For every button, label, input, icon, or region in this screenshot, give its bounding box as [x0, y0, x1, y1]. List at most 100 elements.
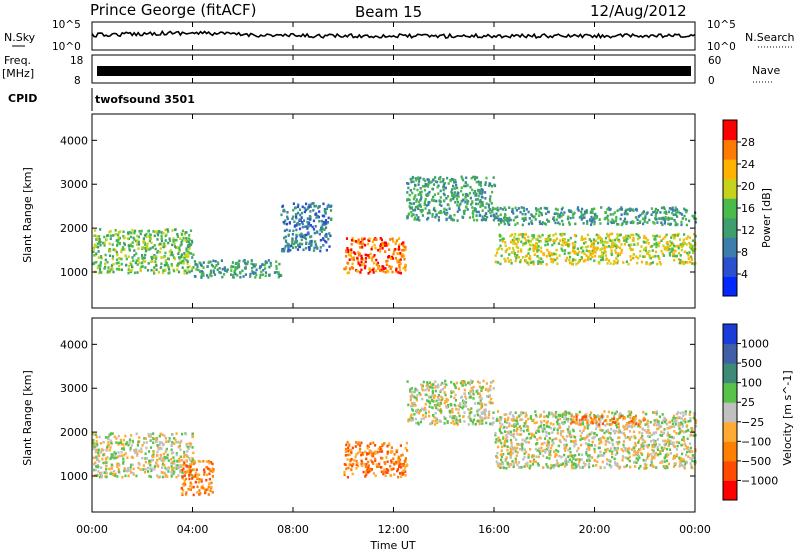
echo-cell — [451, 415, 454, 418]
nave-label: Nave — [752, 64, 780, 77]
echo-cell — [690, 247, 693, 250]
echo-cell — [590, 207, 594, 211]
echo-cell — [146, 245, 149, 249]
echo-cell — [468, 412, 471, 415]
beam-title: Beam 15 — [355, 3, 422, 21]
colorbar-swatch — [723, 480, 737, 501]
echo-cell — [288, 221, 291, 224]
echo-cell — [601, 422, 604, 426]
echo-cell — [649, 245, 652, 249]
echo-cell — [484, 413, 487, 417]
echo-cell — [99, 442, 102, 445]
echo-cell — [659, 211, 662, 214]
echo-cell — [318, 232, 321, 236]
echo-cell — [680, 261, 683, 265]
echo-cell — [526, 436, 529, 440]
echo-cell — [288, 229, 291, 232]
echo-cell — [421, 397, 424, 401]
echo-cell — [480, 218, 483, 222]
echo-cell — [674, 206, 677, 209]
echo-cell — [187, 269, 190, 272]
echo-cell — [367, 242, 370, 246]
echo-cell — [522, 243, 525, 247]
echo-cell — [573, 440, 576, 443]
echo-cell — [443, 386, 446, 389]
colorbar-tick-label: 500 — [741, 357, 762, 370]
echo-cell — [476, 413, 480, 417]
echo-cell — [307, 225, 310, 228]
echo-cell — [183, 252, 186, 255]
echo-cell — [471, 422, 474, 426]
echo-cell — [123, 243, 126, 246]
echo-cell — [555, 212, 558, 215]
echo-cell — [661, 223, 664, 227]
echo-cell — [278, 274, 281, 278]
echo-cell — [676, 444, 679, 448]
echo-cell — [469, 185, 472, 189]
echo-cell — [122, 234, 125, 238]
echo-cell — [527, 222, 531, 226]
echo-cell — [206, 274, 209, 277]
echo-cell — [694, 449, 697, 453]
echo-cell — [590, 223, 593, 227]
echo-cell — [520, 250, 523, 253]
echo-cell — [550, 252, 553, 255]
echo-cell — [616, 449, 619, 453]
echo-cell — [122, 230, 125, 233]
echo-cell — [404, 268, 407, 272]
echo-cell — [360, 242, 363, 246]
echo-cell — [114, 249, 117, 252]
echo-cell — [366, 446, 369, 450]
echo-cell — [630, 248, 633, 252]
echo-cell — [404, 263, 407, 267]
echo-cell — [93, 261, 96, 265]
echo-cell — [473, 190, 477, 193]
echo-cell — [139, 468, 142, 471]
echo-cell — [286, 217, 289, 221]
echo-cell — [185, 253, 188, 257]
echo-cell — [568, 261, 572, 265]
echo-cell — [588, 238, 591, 241]
echo-cell — [321, 214, 324, 218]
echo-cell — [691, 454, 694, 457]
echo-cell — [412, 390, 415, 394]
echo-cell — [105, 448, 108, 452]
echo-cell — [680, 223, 683, 227]
echo-cell — [183, 461, 186, 465]
echo-cell — [434, 386, 437, 389]
echo-cell — [306, 207, 309, 211]
echo-cell — [469, 389, 472, 393]
echo-cell — [579, 434, 582, 438]
echo-cell — [610, 245, 614, 248]
echo-cell — [419, 393, 422, 397]
echo-cell — [598, 423, 601, 426]
echo-cell — [570, 455, 573, 458]
echo-cell — [232, 265, 235, 269]
echo-cell — [364, 465, 367, 469]
echo-cell — [634, 441, 637, 445]
noise-trace — [91, 29, 696, 40]
echo-cell — [525, 420, 528, 423]
echo-cell — [205, 460, 209, 463]
echo-cell — [616, 442, 620, 446]
echo-cell — [427, 200, 430, 204]
echo-cell — [622, 445, 626, 449]
echo-cell — [656, 446, 659, 449]
echo-cell — [261, 263, 264, 266]
echo-cell — [570, 210, 573, 214]
echo-cell — [161, 271, 165, 275]
echo-cell — [363, 462, 366, 466]
echo-cell — [649, 256, 652, 260]
echo-cell — [120, 257, 123, 261]
echo-cell — [212, 269, 215, 272]
echo-cell — [417, 176, 420, 179]
echo-cell — [567, 411, 570, 415]
echo-cell — [226, 268, 229, 271]
echo-cell — [660, 430, 663, 434]
echo-cell — [612, 213, 615, 216]
echo-cell — [130, 463, 133, 467]
echo-cell — [491, 190, 494, 194]
echo-cell — [642, 248, 645, 252]
echo-cell — [647, 452, 650, 456]
echo-cell — [182, 484, 185, 487]
